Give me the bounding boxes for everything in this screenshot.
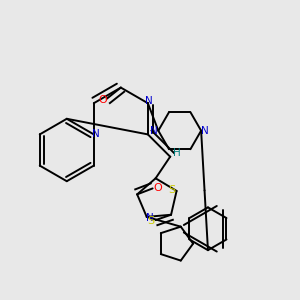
Text: H: H (173, 148, 181, 158)
Text: O: O (98, 95, 107, 105)
Text: N: N (150, 126, 158, 136)
Text: O: O (153, 183, 162, 193)
Text: N: N (92, 129, 100, 140)
Text: N: N (146, 96, 153, 106)
Text: S: S (168, 185, 175, 195)
Text: N: N (201, 126, 209, 136)
Text: S: S (147, 216, 155, 226)
Text: N: N (146, 213, 154, 224)
